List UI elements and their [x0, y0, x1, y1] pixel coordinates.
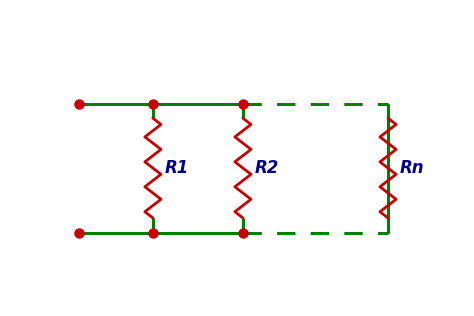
Text: R2: R2	[255, 159, 279, 177]
Text: R1: R1	[164, 159, 189, 177]
Text: Rn: Rn	[400, 159, 424, 177]
